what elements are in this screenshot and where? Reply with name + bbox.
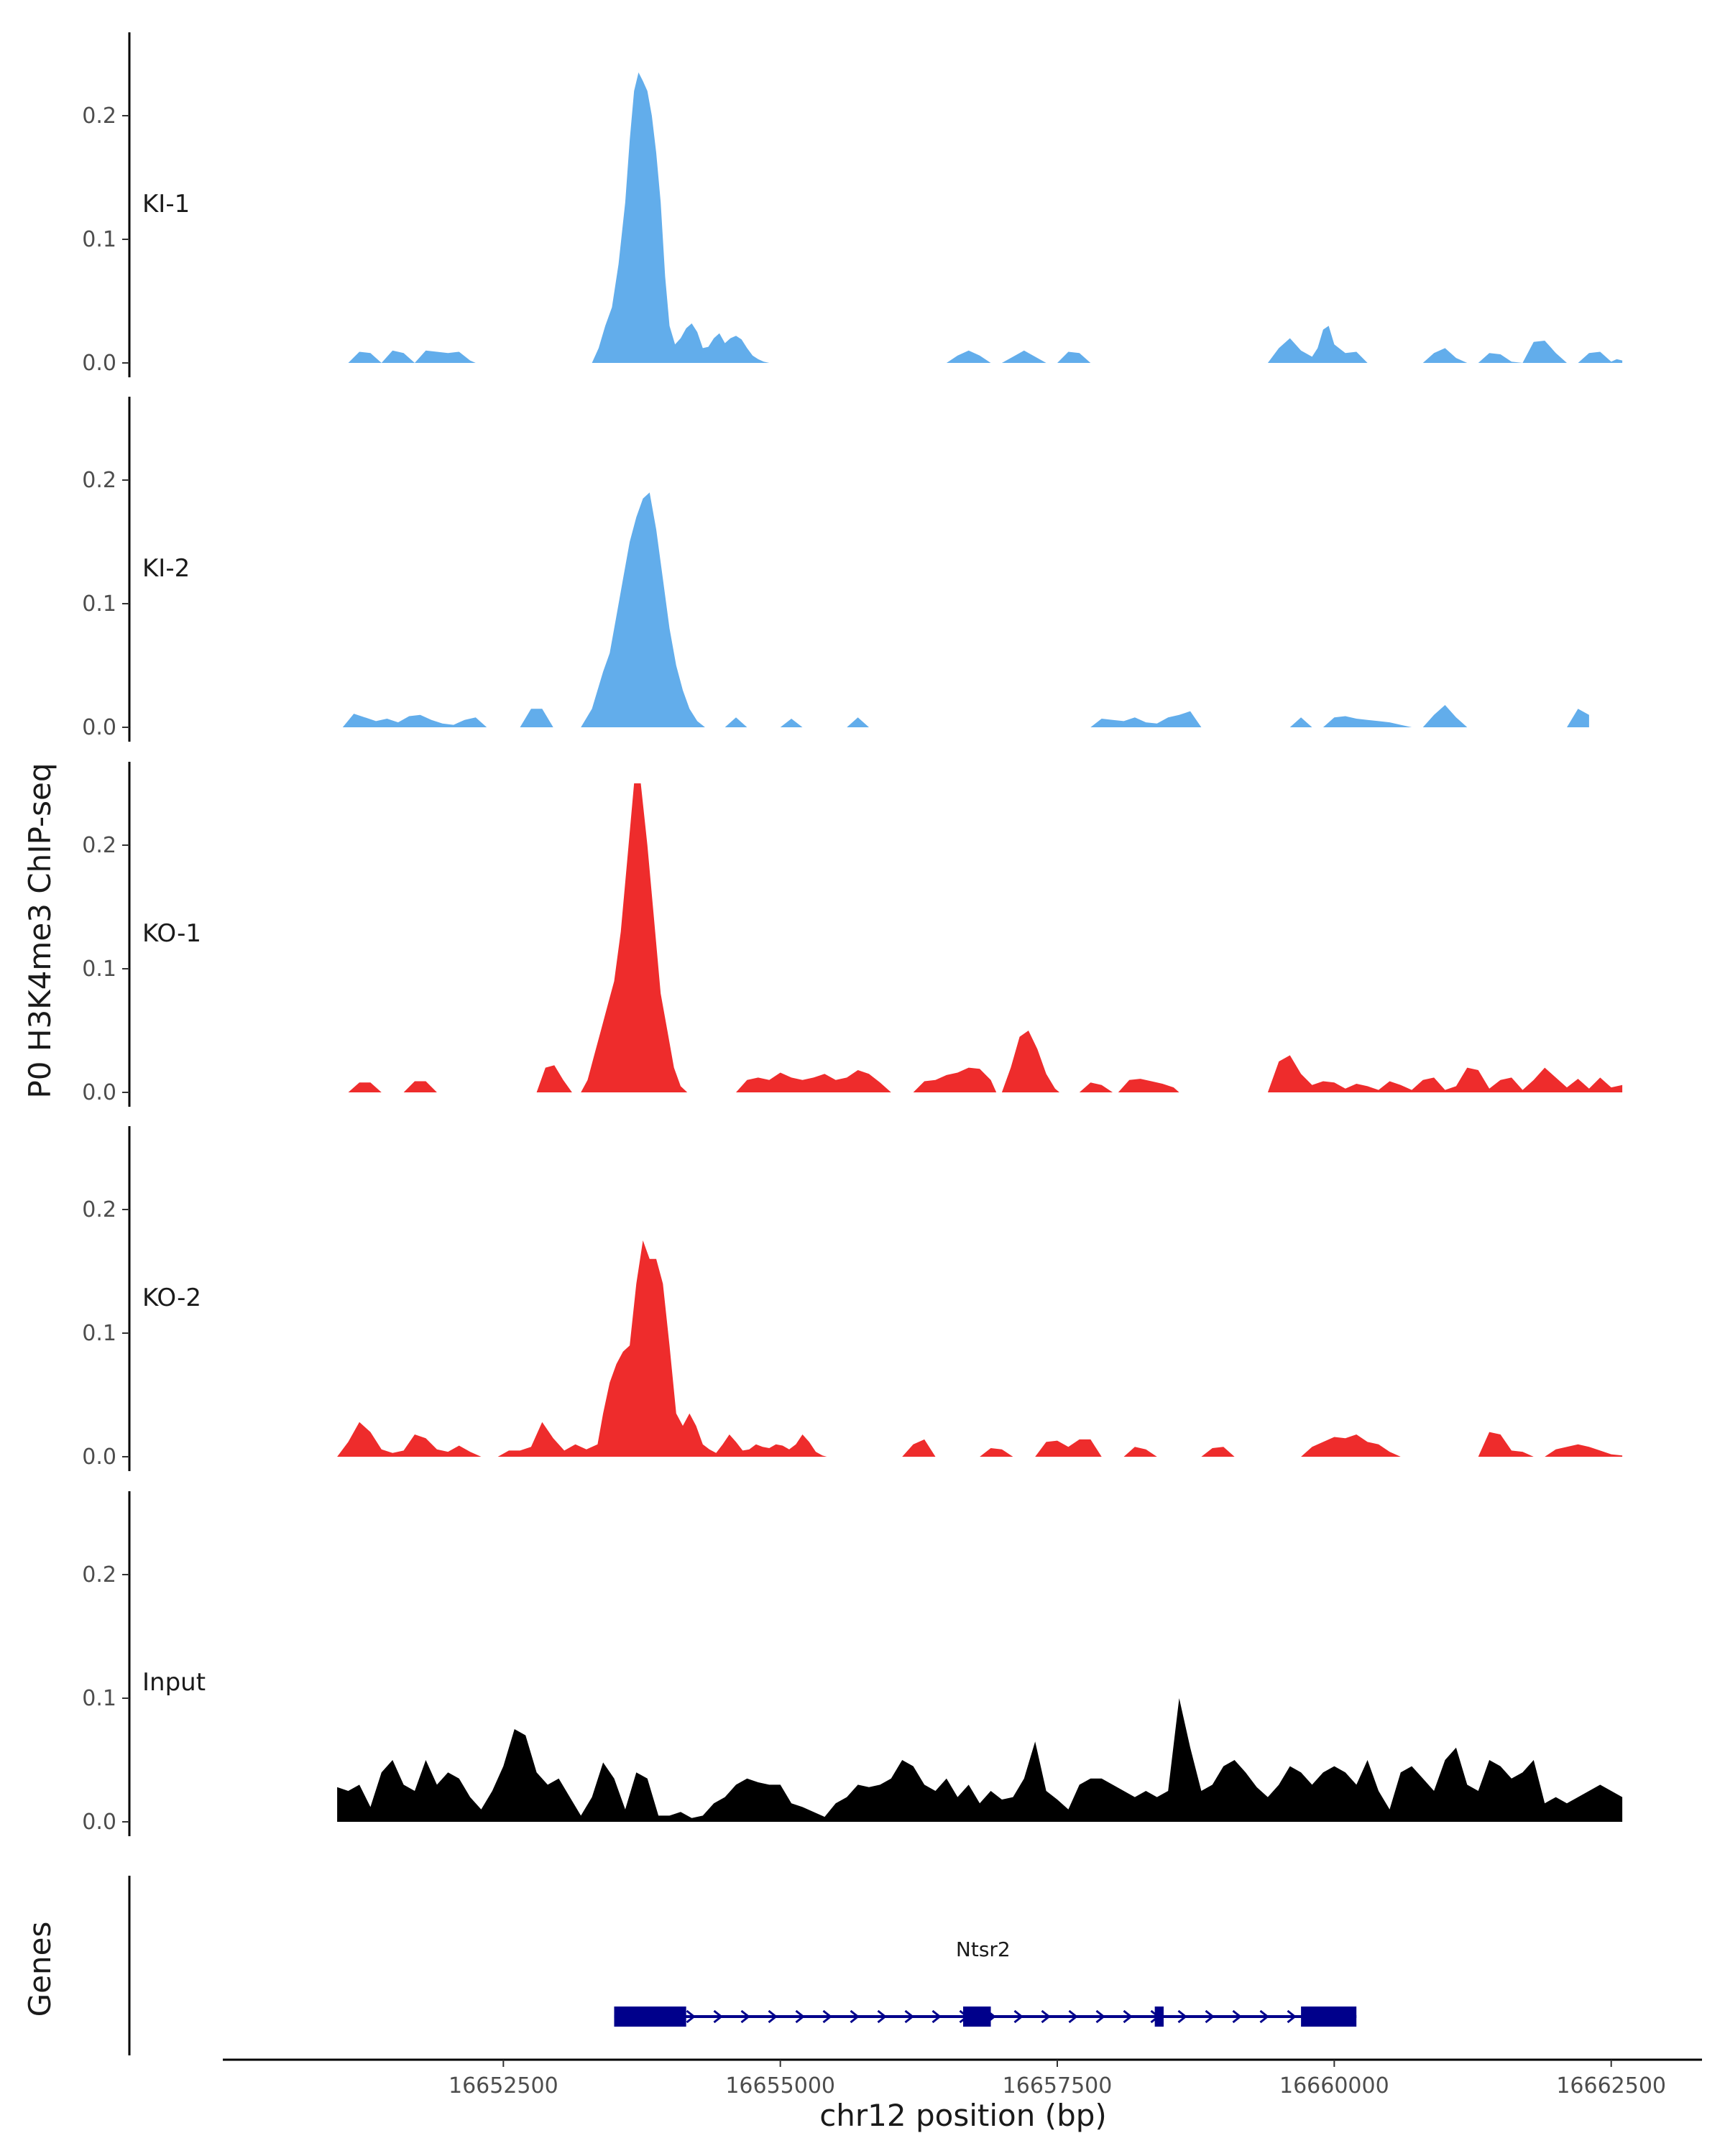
strand-arrow: [1177, 2009, 1187, 2024]
strand-arrow: [1095, 2009, 1105, 2024]
strand-arrow: [795, 2009, 805, 2024]
track-label: KI-1: [142, 190, 190, 218]
track-ki-2: 0.0 0.1 0.2 KI-2: [82, 397, 1589, 742]
track-ko-1: 0.0 0.1 0.2 KO-1: [82, 762, 1623, 1107]
strand-arrow: [904, 2009, 914, 2024]
strand-arrow: [1205, 2009, 1215, 2024]
coverage-area-ki-2: [342, 492, 1589, 727]
gene-exon: [614, 2007, 686, 2027]
x-tick-label: 16655000: [725, 2073, 835, 2099]
y-tick-label: 0.2: [82, 1562, 116, 1588]
y-tick-label: 0.0: [82, 715, 116, 740]
y-tick-label: 0.0: [82, 351, 116, 376]
x-axis: 16652500 16655000 16657500 16660000 16662500: [223, 2058, 1702, 2099]
coverage-area-input: [337, 1698, 1623, 1822]
genes-panel: Ntsr2: [128, 1876, 1357, 2055]
y-tick-label: 0.0: [82, 1445, 116, 1470]
track-ki-1: 0.0 0.1 0.2 KI-1: [82, 32, 1623, 377]
x-tick-label: 16657500: [1003, 2073, 1113, 2099]
strand-arrow: [1232, 2009, 1242, 2024]
tracks-layer: 0.00.10.2KI-10.00.10.2KI-20.00.10.2KO-10…: [82, 32, 1623, 1836]
strand-arrow: [740, 2009, 750, 2024]
strand-arrow: [1123, 2009, 1133, 2024]
y-tick-label: 0.2: [82, 833, 116, 858]
strand-arrow: [1013, 2009, 1024, 2024]
strand-arrow: [1068, 2009, 1078, 2024]
y-tick-label: 0.2: [82, 1197, 116, 1222]
strand-arrow: [1287, 2009, 1297, 2024]
track-ko-2: 0.0 0.1 0.2 KO-2: [82, 1126, 1623, 1471]
y-tick-label: 0.0: [82, 1080, 116, 1105]
gene-exon: [1301, 2007, 1357, 2027]
gene-exon: [1154, 2007, 1164, 2027]
y-tick-label: 0.2: [82, 103, 116, 129]
gene-exon: [963, 2007, 991, 2027]
coverage-area-ki-1: [348, 72, 1623, 364]
y-tick-label: 0.2: [82, 468, 116, 493]
x-tick-label: 16660000: [1279, 2073, 1389, 2099]
y-tick-label: 0.0: [82, 1810, 116, 1835]
coverage-area-ko-2: [337, 1240, 1623, 1457]
gene-name-label: Ntsr2: [956, 1938, 1011, 1961]
track-label: KO-2: [142, 1284, 201, 1312]
coverage-area-ko-1: [348, 783, 1623, 1092]
strand-arrow: [877, 2009, 887, 2024]
strand-arrow: [1041, 2009, 1051, 2024]
strand-arrow: [822, 2009, 832, 2024]
strand-arrow: [768, 2009, 778, 2024]
y-tick-label: 0.1: [82, 957, 116, 982]
track-label: KI-2: [142, 554, 190, 583]
y-tick-label: 0.1: [82, 1321, 116, 1346]
x-tick-label: 16662500: [1556, 2073, 1666, 2099]
y-axis-title: P0 H3K4me3 ChIP-seq: [22, 763, 58, 1098]
strand-arrow: [850, 2009, 860, 2024]
y-tick-label: 0.1: [82, 227, 116, 252]
strand-arrow: [1259, 2009, 1269, 2024]
genes-axis-title: Genes: [22, 1922, 58, 2017]
x-tick-label: 16652500: [448, 2073, 558, 2099]
x-axis-title: chr12 position (bp): [819, 2098, 1107, 2133]
strand-arrow: [686, 2009, 696, 2024]
y-tick-label: 0.1: [82, 1686, 116, 1711]
track-label: Input: [142, 1668, 206, 1697]
track-input: 0.0 0.1 0.2 Input: [82, 1491, 1623, 1836]
strand-arrow: [713, 2009, 723, 2024]
track-label: KO-1: [142, 919, 201, 948]
strand-arrow: [932, 2009, 942, 2024]
y-tick-label: 0.1: [82, 591, 116, 617]
